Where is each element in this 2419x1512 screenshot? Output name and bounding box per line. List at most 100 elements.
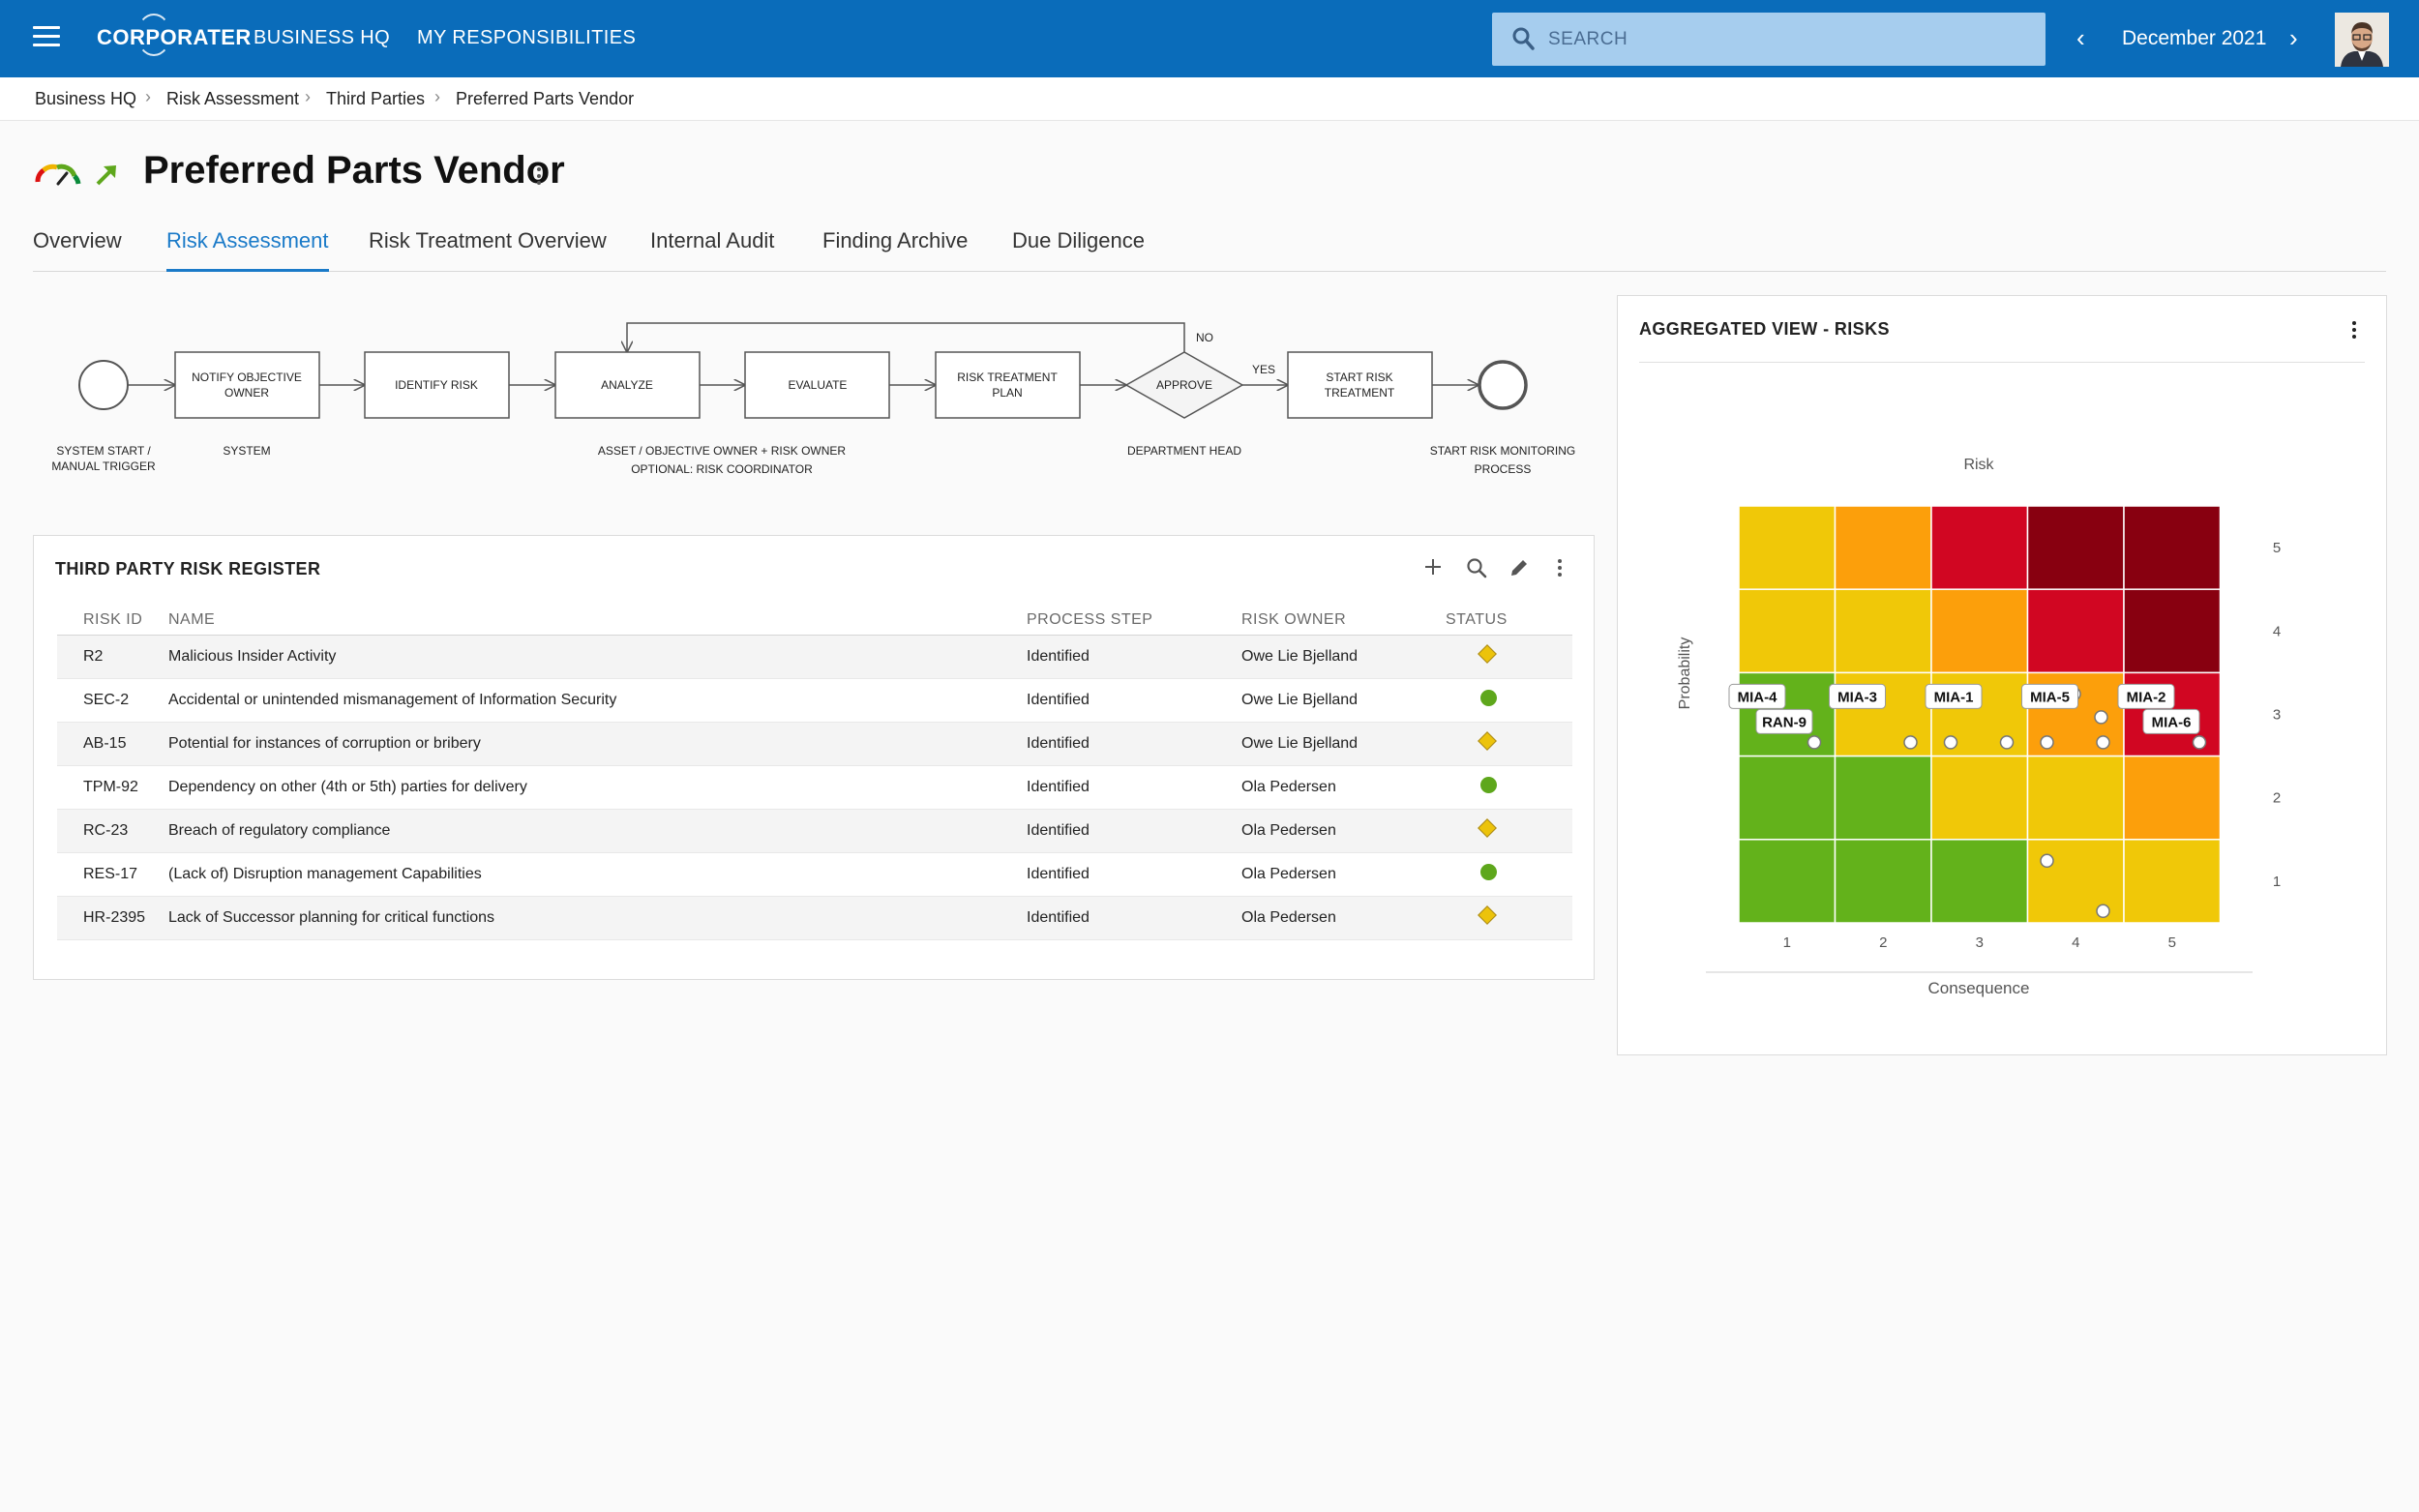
more-vertical-icon[interactable] [1555,557,1565,578]
status-yellow-diamond-icon [1478,818,1497,838]
risk-tag [1755,708,1813,734]
nav-my-responsibilities[interactable]: MY RESPONSIBILITIES [417,27,637,48]
risk-name-cell: Dependency on other (4th or 5th) parties… [168,765,1027,810]
table-row[interactable]: RES-17 (Lack of) Disruption management Ca… [57,852,1572,897]
process-step-cell: Identified [1027,896,1241,940]
chevron-right-icon[interactable]: › [2289,23,2298,52]
table-row[interactable]: HR-2395 Lack of Successor planning for cr… [57,896,1572,940]
add-icon[interactable] [1423,557,1443,577]
status-cell [1446,678,1572,723]
process-step-cell: Identified [1027,678,1241,723]
x-tick-label: 3 [1976,934,1984,951]
process-step-label: APPROVE [1156,378,1212,392]
heatmap-cell [2123,588,2222,674]
breadcrumb-risk-assessment[interactable]: Risk Assessment [166,89,300,108]
process-step-analyze[interactable]: ANALYZE [554,351,701,419]
table-row[interactable]: AB-15 Potential for instances of corrupti… [57,722,1572,766]
y-tick-label: 3 [2273,707,2281,724]
heatmap-cell [1834,588,1932,674]
divider [1639,362,2365,363]
tab-finding-archive[interactable]: Finding Archive [822,228,969,252]
column-header-process-step[interactable]: PROCESS STEP [1027,606,1241,636]
period-label[interactable]: December 2021 [2122,27,2267,49]
process-step-label: RISK TREATMENT PLAN [957,371,1058,400]
process-step-label: IDENTIFY RISK [395,378,478,392]
risk-owner-cell: Owe Lie Bjelland [1241,678,1446,723]
breadcrumb-third-parties[interactable]: Third Parties [326,89,426,108]
status-yellow-diamond-icon [1478,905,1497,925]
process-step-treatment-plan[interactable]: RISK TREATMENT PLAN [935,351,1081,419]
risk-tag-label: MIA-3 [1837,689,1877,705]
lane-label-system: SYSTEM [223,444,270,458]
y-tick-label: 1 [2273,874,2281,890]
risk-tag [2117,683,2175,709]
process-step-start-treatment[interactable]: START RISK TREATMENT [1287,351,1433,419]
column-header-risk-owner[interactable]: RISK OWNER [1241,606,1446,636]
y-axis-label: Probability [1677,637,1693,710]
column-header-name[interactable]: NAME [168,606,1027,636]
tab-due-diligence[interactable]: Due Diligence [1012,228,1145,252]
process-step-cell: Identified [1027,722,1241,766]
more-vertical-icon[interactable] [533,164,545,188]
table-row[interactable]: RC-23 Breach of regulatory compliance Iden… [57,809,1572,853]
risk-owner-cell: Ola Pedersen [1241,852,1446,897]
risk-tag [1925,683,1983,709]
table-row[interactable]: SEC-2 Accidental or unintended mismanagem… [57,678,1572,723]
trend-up-icon [96,165,116,186]
process-step-notify[interactable]: NOTIFY OBJECTIVE OWNER [174,351,320,419]
heatmap-cell [2026,505,2125,590]
tab-risk-treatment-overview[interactable]: Risk Treatment Overview [369,228,607,252]
heatmap-cell [1930,505,2029,590]
more-vertical-icon[interactable] [2349,319,2359,341]
chart-title: Risk [1963,457,1994,473]
tab-internal-audit[interactable]: Internal Audit [650,228,775,252]
x-tick-label: 5 [2168,934,2176,951]
tab-risk-assessment[interactable]: Risk Assessment [166,228,329,272]
lane-label-end: START RISK MONITORING [1430,444,1575,458]
risk-tag-label: MIA-4 [1738,689,1777,705]
breadcrumb: Business HQ › Risk Assessment › Third Pa… [0,77,2419,121]
risk-name-cell: Malicious Insider Activity [168,635,1027,679]
status-cell [1446,809,1572,853]
table-row[interactable]: TPM-92 Dependency on other (4th or 5th) p… [57,765,1572,810]
table-row[interactable]: R2 Malicious Insider Activity Identified Ow… [57,635,1572,679]
column-header-status[interactable]: STATUS [1446,606,1572,636]
risk-id-cell: RC-23 [57,809,168,853]
search-icon[interactable] [1466,557,1487,578]
nav-business-hq[interactable]: BUSINESS HQ [254,27,391,48]
risk-point [2096,735,2110,750]
search-input[interactable] [1548,13,2032,66]
chevron-left-icon[interactable]: ‹ [2076,23,2085,52]
heatmap-cell [1738,588,1837,674]
risk-point [1807,735,1822,750]
process-step-evaluate[interactable]: EVALUATE [744,351,890,419]
edit-pencil-icon[interactable] [1508,557,1530,578]
risk-register-panel: THIRD PARTY RISK REGISTER RISK ID NAME P… [33,535,1595,980]
risk-point [1943,735,1958,750]
status-green-circle-icon [1480,689,1497,706]
process-gateway-approve[interactable]: APPROVE [1124,351,1244,419]
menu-icon[interactable] [33,26,60,47]
risk-point [2040,853,2054,869]
y-tick-label: 4 [2273,623,2281,639]
process-step-cell: Identified [1027,809,1241,853]
risk-name-cell: Breach of regulatory compliance [168,809,1027,853]
app-logo[interactable]: CORPORATER [97,25,252,49]
column-header-risk-id[interactable]: RISK ID [57,606,168,636]
x-tick-label: 1 [1783,934,1791,951]
risk-register-table: RISK ID NAME PROCESS STEP RISK OWNER STA… [57,606,1572,940]
avatar[interactable] [2335,13,2389,67]
risk-id-cell: RES-17 [57,852,168,897]
panel-title: AGGREGATED VIEW - RISKS [1639,319,1890,339]
risk-tag [1728,683,1786,709]
risk-id-cell: TPM-92 [57,765,168,810]
breadcrumb-business-hq[interactable]: Business HQ [35,89,137,108]
risk-tag-label: MIA-6 [2152,714,2192,730]
y-tick-label: 5 [2273,540,2281,556]
heatmap-cell [1738,505,1837,590]
risk-tag [1829,683,1886,709]
heatmap-cell [1930,755,2029,841]
process-step-identify[interactable]: IDENTIFY RISK [364,351,510,419]
title-icons [34,157,131,194]
tab-overview[interactable]: Overview [33,228,122,252]
